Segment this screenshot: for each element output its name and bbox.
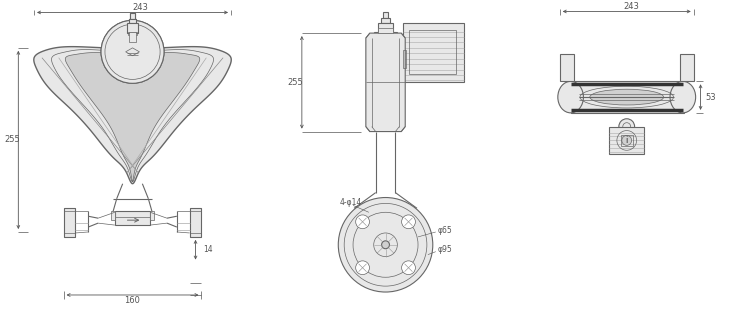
- Bar: [571, 81, 684, 113]
- Text: 243: 243: [624, 2, 640, 11]
- Bar: [399, 50, 404, 68]
- Text: 4-φ14: 4-φ14: [339, 198, 362, 207]
- Bar: [64, 208, 76, 237]
- Ellipse shape: [558, 81, 584, 113]
- Ellipse shape: [590, 89, 664, 105]
- Bar: [111, 211, 115, 220]
- Circle shape: [101, 20, 164, 83]
- Bar: [127, 23, 139, 33]
- Circle shape: [382, 241, 389, 249]
- Bar: [115, 211, 150, 225]
- Circle shape: [338, 197, 433, 292]
- Circle shape: [356, 261, 370, 275]
- Bar: [128, 19, 136, 23]
- Bar: [128, 32, 137, 35]
- Bar: [609, 127, 644, 154]
- Text: 255: 255: [287, 78, 303, 87]
- Ellipse shape: [670, 81, 696, 113]
- Circle shape: [401, 261, 416, 275]
- Bar: [130, 13, 136, 19]
- Text: 53: 53: [705, 92, 716, 102]
- Bar: [128, 32, 137, 35]
- Bar: [621, 134, 633, 146]
- Text: 160: 160: [124, 296, 140, 305]
- Bar: [378, 28, 394, 33]
- Bar: [680, 54, 694, 81]
- Circle shape: [401, 215, 416, 229]
- Circle shape: [619, 119, 634, 134]
- Text: φ65: φ65: [438, 226, 452, 235]
- Text: Ex: Ex: [128, 58, 140, 68]
- Circle shape: [622, 135, 632, 145]
- Polygon shape: [34, 47, 231, 184]
- Bar: [150, 211, 154, 220]
- Bar: [380, 18, 391, 23]
- Text: φ95: φ95: [438, 245, 452, 254]
- Bar: [130, 13, 136, 19]
- Text: 255: 255: [4, 135, 20, 144]
- Circle shape: [101, 20, 164, 83]
- Bar: [410, 30, 457, 75]
- Text: 14: 14: [203, 245, 213, 254]
- Bar: [190, 208, 202, 237]
- Bar: [374, 32, 398, 40]
- Circle shape: [356, 215, 370, 229]
- Text: Ex: Ex: [128, 58, 140, 68]
- Bar: [378, 23, 394, 33]
- Bar: [128, 32, 136, 42]
- Bar: [127, 23, 139, 33]
- Bar: [560, 54, 574, 81]
- Bar: [404, 23, 464, 82]
- Text: i: i: [626, 136, 628, 145]
- Bar: [382, 12, 388, 18]
- Bar: [404, 50, 406, 68]
- Polygon shape: [65, 52, 200, 182]
- Polygon shape: [366, 33, 405, 132]
- Text: 243: 243: [133, 3, 148, 12]
- Bar: [128, 19, 136, 23]
